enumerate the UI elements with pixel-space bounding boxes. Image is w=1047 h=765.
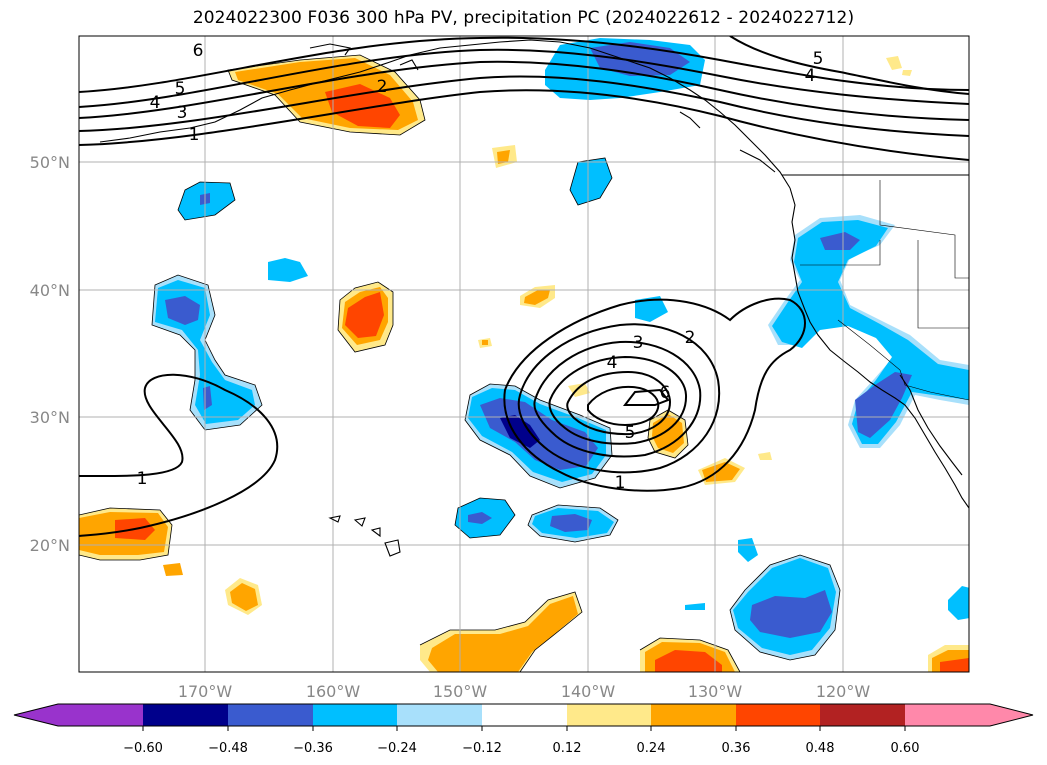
- lon-tick-labels: 170°W 160°W 150°W 140°W 130°W 120°W: [178, 682, 871, 701]
- contour-label: 2: [685, 328, 696, 348]
- colorbar: −0.60 −0.48 −0.36 −0.24 −0.12 0.12 0.24 …: [13, 703, 1034, 756]
- colorbar-tick-label: −0.36: [293, 741, 333, 756]
- colorbar-tick-label: 0.48: [806, 741, 835, 756]
- colorbar-tick-label: −0.12: [462, 741, 502, 756]
- lon-tick-label: 130°W: [688, 682, 743, 701]
- lon-tick-label: 150°W: [433, 682, 488, 701]
- contour-label: 4: [805, 66, 816, 86]
- contour-label: 5: [175, 79, 186, 99]
- contour-label: 5: [813, 49, 824, 69]
- contour-label: 6: [660, 383, 671, 403]
- precipitation-outlines: [79, 54, 841, 672]
- contour-label: 1: [137, 469, 148, 489]
- colorbar-segment: [651, 704, 736, 726]
- colorbar-segment: [905, 704, 990, 726]
- lon-tick-label: 120°W: [816, 682, 871, 701]
- map-gridlines: [79, 36, 969, 672]
- colorbar-segment: [736, 704, 820, 726]
- lat-tick-label: 30°N: [30, 408, 70, 427]
- colorbar-tick-label: 0.36: [722, 741, 751, 756]
- lat-tick-label: 50°N: [30, 153, 70, 172]
- lat-tick-label: 20°N: [30, 536, 70, 555]
- precipitation-fills: [79, 38, 969, 672]
- lon-tick-label: 140°W: [561, 682, 616, 701]
- pv-contours: [79, 36, 969, 537]
- contour-labels: 6 5 4 3 1 2 5 4 3 2 4 6 5 1 1: [137, 41, 824, 493]
- contour-label: 2: [377, 77, 388, 97]
- contour-label: 3: [177, 103, 188, 123]
- lat-tick-label: 40°N: [30, 281, 70, 300]
- contour-label: 5: [625, 423, 636, 443]
- lon-tick-label: 170°W: [178, 682, 233, 701]
- colorbar-left-extension: [14, 704, 58, 726]
- contour-label: 4: [607, 353, 618, 373]
- contour-label: 6: [193, 41, 204, 61]
- lon-tick-label: 160°W: [306, 682, 361, 701]
- colorbar-segment: [313, 704, 397, 726]
- map-frame: [78, 35, 970, 673]
- contour-label: 4: [150, 93, 161, 113]
- lat-tick-labels: 50°N 40°N 30°N 20°N: [30, 153, 70, 555]
- colorbar-tick-label: −0.60: [123, 741, 163, 756]
- colorbar-tick-label: 0.60: [891, 741, 920, 756]
- colorbar-segment: [482, 704, 567, 726]
- colorbar-tick-label: 0.24: [637, 741, 666, 756]
- colorbar-segment: [228, 704, 313, 726]
- colorbar-tick-label: −0.24: [377, 741, 417, 756]
- contour-label: 3: [633, 333, 644, 353]
- colorbar-segment: [820, 704, 905, 726]
- contour-label: 1: [615, 473, 626, 493]
- contour-label: 1: [189, 125, 200, 145]
- map-panel: 6 5 4 3 1 2 5 4 3 2 4 6 5 1 1: [79, 36, 969, 672]
- colorbar-segment: [397, 704, 482, 726]
- colorbar-tick-label: −0.48: [208, 741, 248, 756]
- figure-title: 2024022300 F036 300 hPa PV, precipitatio…: [192, 8, 855, 28]
- colorbar-right-extension: [990, 704, 1033, 726]
- colorbar-tick-label: 0.12: [553, 741, 582, 756]
- colorbar-segment: [567, 704, 651, 726]
- colorbar-segment: [58, 704, 143, 726]
- colorbar-segment: [143, 704, 228, 726]
